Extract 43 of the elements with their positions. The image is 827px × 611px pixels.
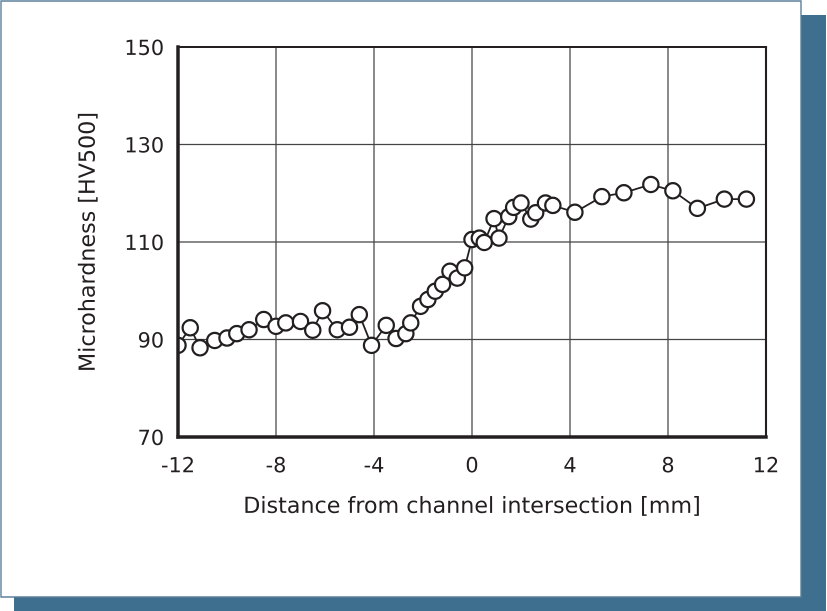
point [544,196,562,214]
y-tick-label: 110 [126,234,163,250]
x-tick-label: 4 [564,457,576,472]
point [402,314,420,332]
point [738,190,756,208]
point [512,194,530,212]
point [340,318,358,336]
x-tick-label: 12 [755,456,778,472]
point [292,312,310,330]
point [490,229,508,247]
point [526,204,544,222]
y-tick-label: 150 [126,39,163,56]
point [191,339,209,357]
x-tick-label: 8 [662,456,674,473]
point [255,310,272,328]
x-axis-title: Distance from channel intersection [mm] [245,496,699,516]
point [688,200,706,218]
y-tick-label: 90 [138,332,163,348]
x-tick-label: -4 [364,457,384,472]
point [304,321,322,339]
x-tick-label: -12 [162,456,193,472]
point [615,184,633,202]
point [240,321,258,338]
point [642,176,660,194]
point [362,336,380,354]
point [350,306,368,324]
point [476,234,493,252]
point [593,188,611,206]
x-tick-label: 0 [466,456,478,473]
y-axis-title: Microhardness [HV500] [78,114,98,370]
point [716,190,734,208]
point [182,319,199,337]
point [485,210,503,228]
point [434,276,452,294]
y-tick-label: 130 [126,136,163,153]
point [456,259,474,277]
point [277,314,295,332]
point [378,316,395,334]
x-tick-label: -8 [266,456,285,473]
y-tick-label: 70 [139,429,163,446]
point [566,204,584,222]
point [664,182,682,200]
point [314,302,332,320]
